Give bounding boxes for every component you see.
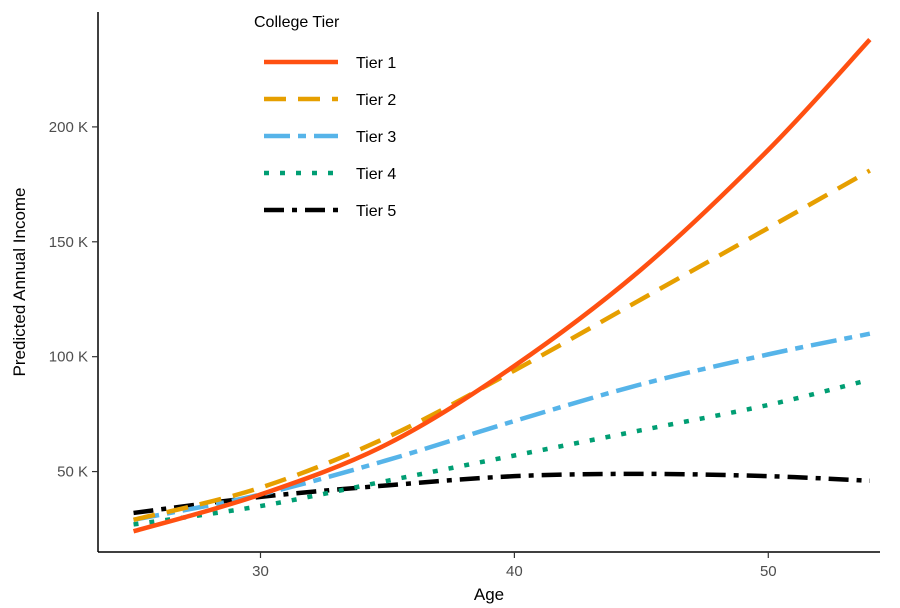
- series-line-tier-2: [132, 168, 871, 523]
- axes: [97, 12, 880, 553]
- y-tick-label: 150 K: [49, 234, 88, 251]
- x-axis-title: Age: [474, 585, 504, 604]
- series-line-tier-3: [133, 331, 871, 523]
- y-ticks: 50 K 100 K 150 K 200 K: [49, 119, 98, 481]
- legend-label: Tier 4: [356, 166, 396, 183]
- y-tick-label: 200 K: [49, 119, 88, 136]
- legend-title: College Tier: [254, 14, 340, 31]
- legend-label: Tier 2: [356, 92, 396, 109]
- series-line-tier-4: [133, 377, 871, 527]
- y-tick-label: 50 K: [57, 464, 88, 481]
- legend-label: Tier 5: [356, 203, 396, 220]
- legend-label: Tier 3: [356, 129, 396, 146]
- x-ticks: 30 40 50: [252, 552, 777, 580]
- y-axis-title: Predicted Annual Income: [10, 187, 29, 376]
- series-layer: [132, 38, 872, 534]
- legend-label: Tier 1: [356, 55, 396, 72]
- series-line-tier-1: [132, 38, 872, 534]
- legend: College Tier Tier 1 Tier 2 Tier 3 Tier 4 Tie…: [254, 14, 396, 220]
- x-tick-label: 40: [506, 563, 523, 580]
- x-tick-label: 30: [252, 563, 269, 580]
- x-tick-label: 50: [760, 563, 777, 580]
- y-tick-label: 100 K: [49, 349, 88, 366]
